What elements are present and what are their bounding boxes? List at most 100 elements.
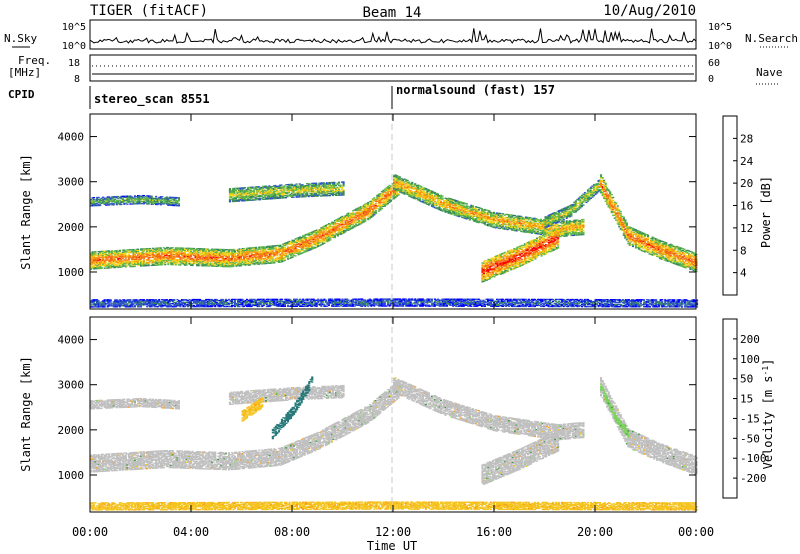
range-cell: [271, 251, 274, 253]
range-cell: [194, 254, 197, 257]
range-cell: [221, 257, 224, 260]
range-cell: [237, 264, 240, 266]
range-cell: [112, 256, 115, 258]
range-cell: [264, 254, 267, 257]
range-cell: [121, 255, 124, 257]
range-cell: [241, 261, 244, 264]
range-cell: [206, 265, 209, 267]
range-cell: [99, 251, 102, 254]
range-cell: [230, 250, 233, 252]
range-cell: [182, 248, 185, 250]
range-cell: [332, 225, 335, 228]
range-cell: [341, 225, 344, 228]
range-cell: [258, 263, 261, 265]
range-cell: [147, 259, 150, 262]
range-cell: [250, 257, 253, 259]
range-cell: [237, 256, 240, 258]
range-cell: [318, 237, 321, 239]
range-cell: [318, 244, 321, 247]
range-cell: [288, 250, 291, 253]
range-cell: [93, 268, 96, 270]
range-cell: [165, 250, 168, 253]
range-cell: [252, 251, 255, 253]
range-cell: [327, 226, 330, 228]
range-cell: [333, 229, 336, 232]
range-cell: [102, 253, 105, 256]
range-cell: [161, 259, 164, 261]
range-cell: [312, 240, 315, 243]
range-cell: [261, 248, 264, 250]
range-cell: [193, 258, 196, 261]
range-cell: [327, 227, 330, 229]
range-cell: [208, 253, 211, 255]
range-cell: [326, 239, 329, 242]
range-cell: [308, 233, 311, 235]
range-cell: [270, 258, 273, 260]
range-cell: [188, 252, 191, 255]
range-cell: [190, 260, 193, 263]
range-cell: [241, 258, 244, 261]
range-cell: [212, 254, 215, 256]
range-cell: [330, 221, 333, 223]
range-cell: [264, 253, 267, 256]
range-cell: [94, 268, 97, 270]
range-cell: [138, 259, 141, 261]
range-cell: [158, 253, 161, 255]
range-cell: [329, 234, 332, 236]
range-cell: [247, 251, 250, 253]
range-cell: [206, 257, 209, 259]
range-cell: [290, 246, 293, 248]
range-cell: [164, 251, 167, 254]
range-cell: [229, 260, 232, 262]
range-cell: [167, 254, 170, 257]
range-cell: [180, 253, 183, 255]
range-cell: [283, 244, 286, 247]
range-cell: [168, 258, 171, 261]
range-cell: [153, 261, 156, 263]
range-cell: [202, 249, 205, 251]
range-cell: [138, 254, 141, 256]
range-cell: [121, 256, 124, 258]
range-cell: [146, 256, 149, 258]
range-cell: [305, 233, 308, 236]
range-cell: [250, 260, 253, 262]
range-cell: [124, 250, 127, 252]
range-cell: [161, 258, 164, 260]
range-cell: [341, 230, 344, 233]
range-cell: [100, 253, 103, 256]
range-cell: [177, 247, 180, 249]
range-cell: [308, 248, 311, 250]
range-cell: [120, 258, 123, 260]
range-cell: [261, 263, 264, 265]
range-cell: [205, 263, 208, 265]
range-cell: [96, 267, 99, 270]
range-cell: [161, 252, 164, 254]
range-cell: [106, 265, 109, 267]
range-cell: [317, 238, 320, 241]
range-cell: [96, 263, 99, 265]
range-cell: [314, 241, 317, 243]
range-cell: [315, 229, 318, 231]
range-cell: [161, 262, 164, 264]
range-cell: [230, 254, 233, 257]
range-cell: [226, 251, 229, 253]
range-cell: [174, 248, 177, 250]
range-cell: [308, 234, 311, 236]
range-cell: [159, 255, 162, 257]
range-cell: [243, 252, 246, 255]
range-cell: [252, 248, 255, 250]
range-cell: [190, 248, 193, 251]
range-cell: [336, 223, 339, 225]
range-cell: [188, 260, 191, 262]
range-cell: [238, 264, 241, 266]
range-cell: [109, 251, 112, 253]
range-cell: [303, 235, 306, 237]
range-cell: [305, 245, 308, 248]
range-cell: [340, 221, 343, 223]
range-cell: [324, 239, 327, 242]
range-cell: [258, 256, 261, 258]
range-cell: [321, 239, 324, 241]
range-cell: [159, 248, 162, 250]
range-cell: [200, 249, 203, 251]
range-cell: [117, 251, 120, 254]
